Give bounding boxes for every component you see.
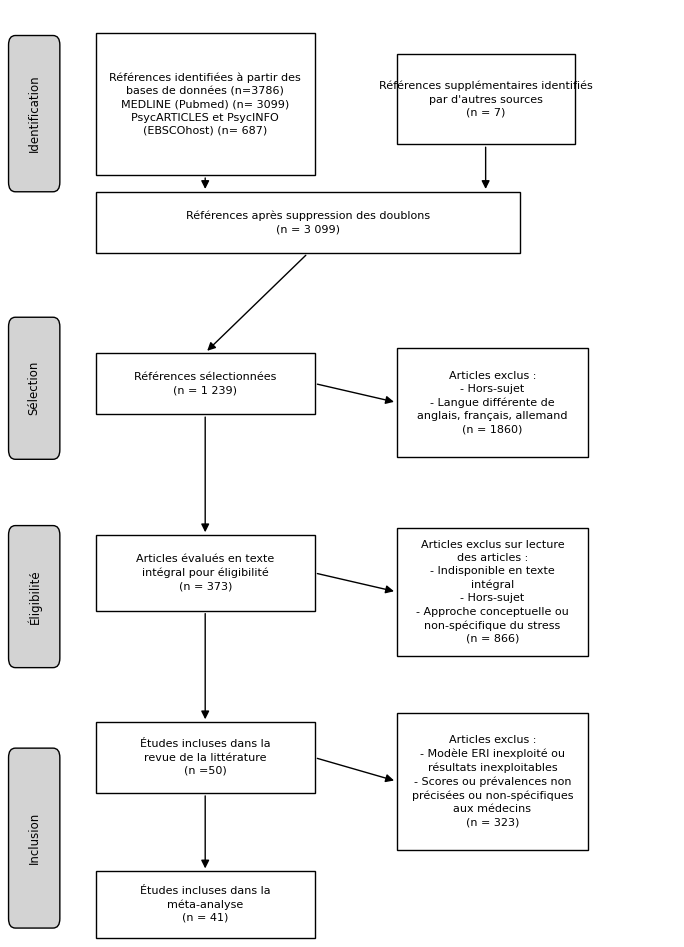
Bar — [397, 712, 588, 850]
FancyBboxPatch shape — [9, 748, 60, 928]
Bar — [96, 352, 315, 414]
Bar — [96, 871, 315, 938]
Text: Références supplémentaires identifiés
par d'autres sources
(n = 7): Références supplémentaires identifiés pa… — [379, 81, 592, 117]
Text: Inclusion: Inclusion — [27, 812, 41, 865]
Text: Références après suppression des doublons
(n = 3 099): Références après suppression des doublon… — [186, 210, 430, 235]
FancyBboxPatch shape — [9, 317, 60, 459]
FancyBboxPatch shape — [9, 526, 60, 668]
Bar — [96, 191, 520, 253]
Text: Études incluses dans la
méta-analyse
(n = 41): Études incluses dans la méta-analyse (n … — [140, 885, 270, 923]
Text: Références identifiées à partir des
bases de données (n=3786)
MEDLINE (Pubmed) (: Références identifiées à partir des base… — [109, 73, 301, 135]
Text: Articles exclus :
- Modèle ERI inexploité ou
résultats inexploitables
- Scores o: Articles exclus : - Modèle ERI inexploit… — [412, 735, 573, 828]
Text: Articles évalués en texte
intégral pour éligibilité
(n = 373): Articles évalués en texte intégral pour … — [136, 554, 274, 592]
Bar — [397, 348, 588, 457]
Bar — [96, 535, 315, 611]
Text: Articles exclus sur lecture
des articles :
- Indisponible en texte
intégral
- Ho: Articles exclus sur lecture des articles… — [416, 540, 569, 644]
Text: Références sélectionnées
(n = 1 239): Références sélectionnées (n = 1 239) — [134, 372, 276, 395]
Text: Éligibilité: Éligibilité — [27, 569, 42, 624]
Bar — [96, 33, 315, 175]
Bar — [397, 527, 588, 655]
Text: Identification: Identification — [27, 75, 41, 152]
Text: Études incluses dans la
revue de la littérature
(n =50): Études incluses dans la revue de la litt… — [140, 740, 270, 776]
Text: Articles exclus :
- Hors-sujet
- Langue différente de
anglais, français, alleman: Articles exclus : - Hors-sujet - Langue … — [417, 370, 568, 435]
Text: Sélection: Sélection — [27, 361, 41, 416]
Bar — [96, 722, 315, 794]
Bar — [397, 54, 575, 144]
FancyBboxPatch shape — [9, 35, 60, 191]
